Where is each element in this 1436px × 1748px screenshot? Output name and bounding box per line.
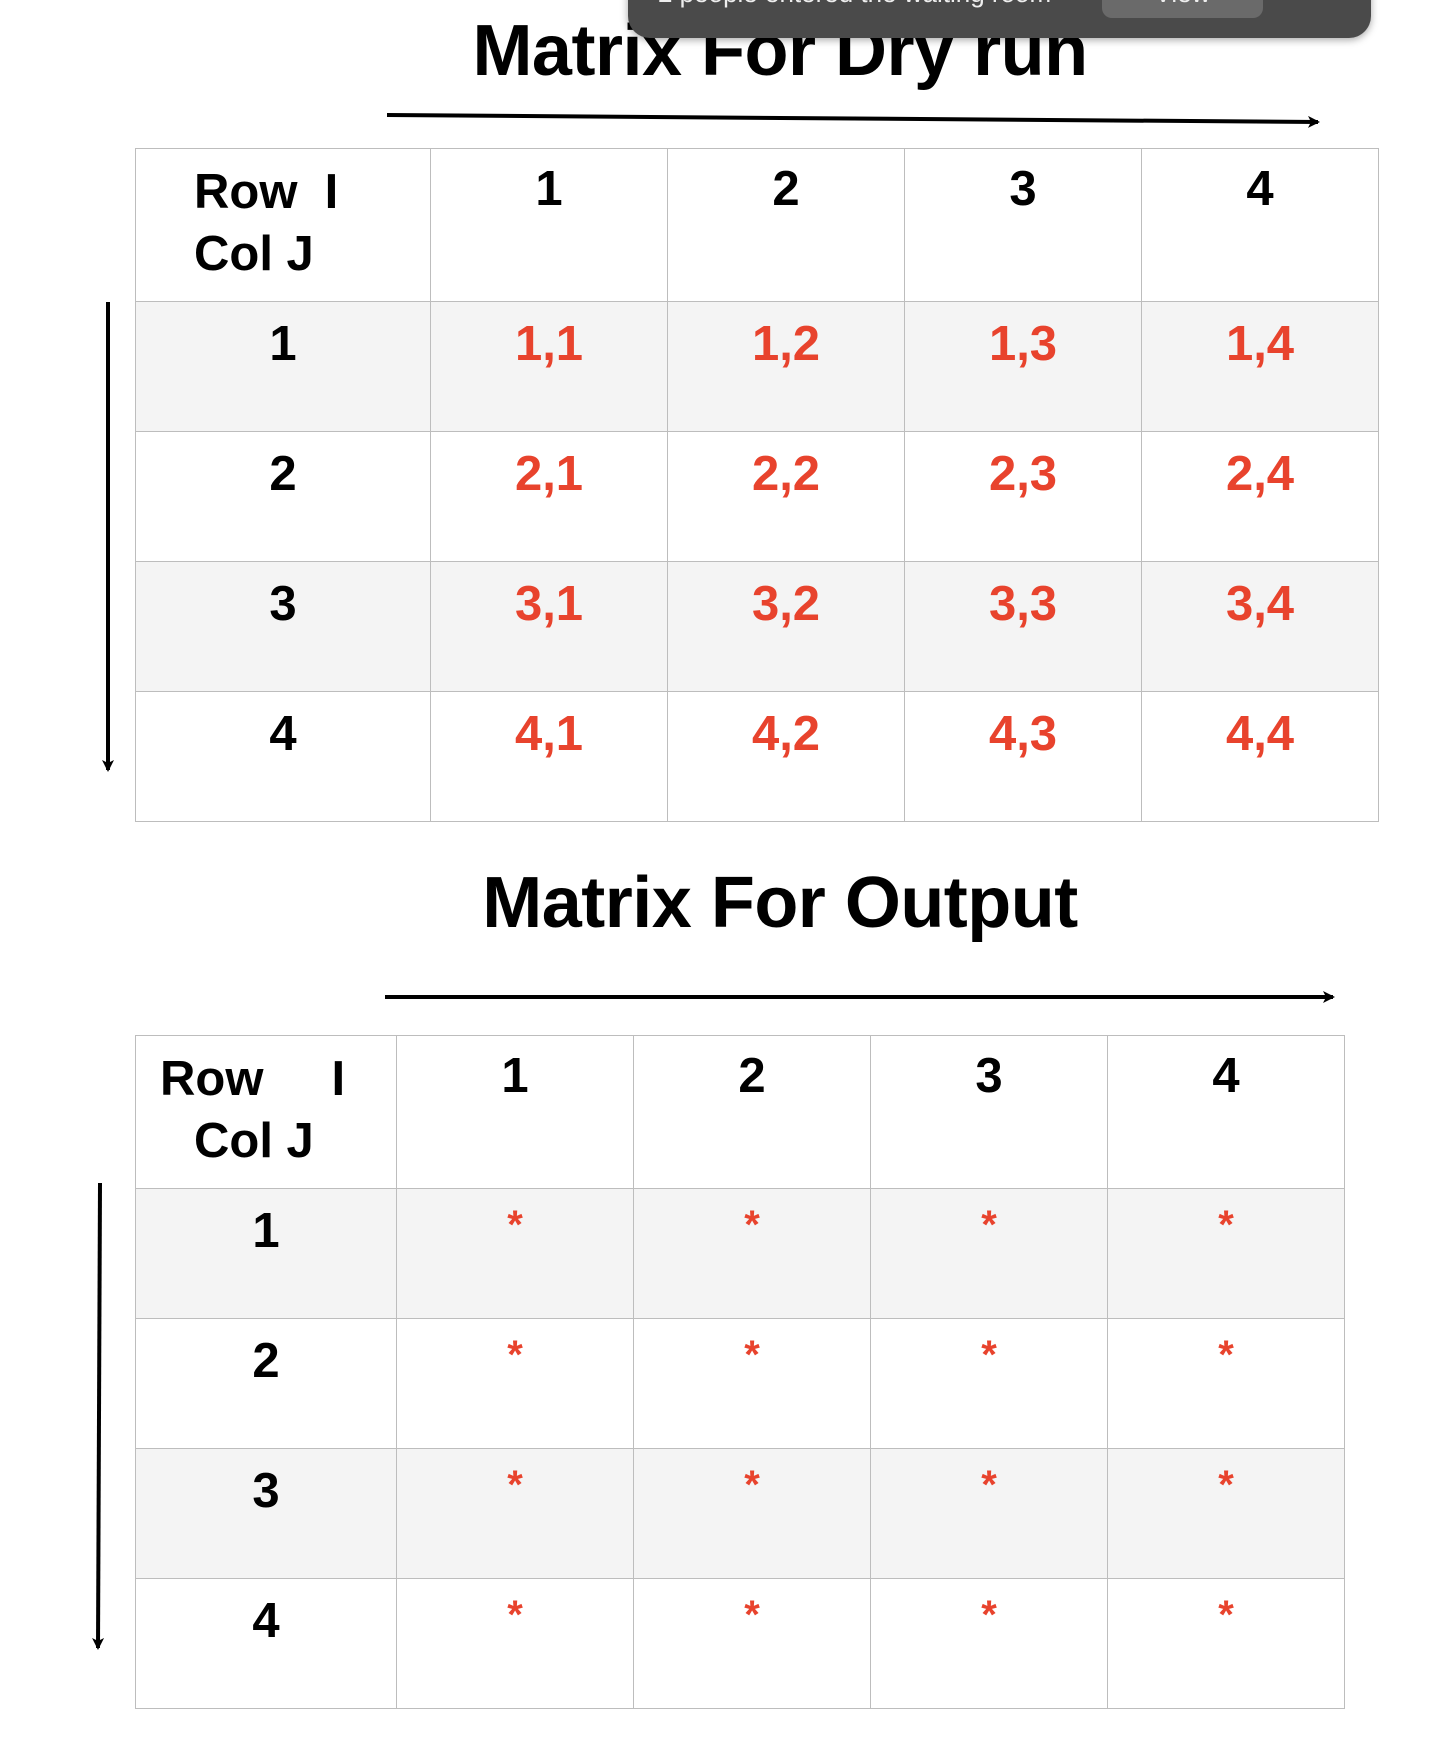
row-header: 2 — [135, 431, 431, 562]
matrix-cell: 3,3 — [904, 561, 1142, 692]
star-cell: * — [633, 1578, 871, 1709]
star-cell: * — [396, 1578, 634, 1709]
star-cell: * — [633, 1318, 871, 1449]
matrix-cell: 4,2 — [667, 691, 905, 822]
matrix-cell: 1,2 — [667, 301, 905, 432]
star-cell: * — [1107, 1448, 1345, 1579]
row-header: 1 — [135, 1188, 397, 1319]
output-title: Matrix For Output — [482, 863, 1078, 943]
row-header: 1 — [135, 301, 431, 432]
col-j-label: Col J — [194, 1114, 314, 1168]
dry-run-matrix: Row I Col J 1 2 3 4 1 1,1 1,2 1,3 1,4 2 … — [135, 148, 1379, 822]
col-header: 3 — [904, 148, 1142, 302]
dry-column-arrow — [386, 113, 1320, 128]
corner-cell: Row I Col J — [135, 1035, 397, 1189]
view-button[interactable]: View — [1102, 0, 1263, 18]
waiting-room-notification: 2 people entered the waiting room View × — [628, 0, 1371, 38]
star-cell: * — [870, 1318, 1108, 1449]
matrix-cell: 2,1 — [430, 431, 668, 562]
col-header: 4 — [1107, 1035, 1345, 1189]
star-cell: * — [870, 1188, 1108, 1319]
matrix-cell: 3,1 — [430, 561, 668, 692]
star-cell: * — [870, 1448, 1108, 1579]
star-cell: * — [1107, 1188, 1345, 1319]
corner-cell: Row I Col J — [135, 148, 431, 302]
star-cell: * — [633, 1188, 871, 1319]
row-header: 4 — [135, 691, 431, 822]
matrix-cell: 4,4 — [1141, 691, 1379, 822]
star-cell: * — [633, 1448, 871, 1579]
matrix-cell: 4,3 — [904, 691, 1142, 822]
output-matrix: Row I Col J 1 2 3 4 1 * * * * 2 * * * * … — [135, 1035, 1345, 1709]
col-header: 3 — [870, 1035, 1108, 1189]
row-i-label: Row I — [194, 165, 339, 219]
close-icon[interactable]: × — [1298, 0, 1338, 10]
matrix-cell: 1,3 — [904, 301, 1142, 432]
star-cell: * — [1107, 1578, 1345, 1709]
row-header: 2 — [135, 1318, 397, 1449]
star-cell: * — [396, 1448, 634, 1579]
star-cell: * — [870, 1578, 1108, 1709]
star-cell: * — [396, 1188, 634, 1319]
matrix-cell: 2,4 — [1141, 431, 1379, 562]
matrix-cell: 3,2 — [667, 561, 905, 692]
col-header: 1 — [430, 148, 668, 302]
matrix-cell: 2,2 — [667, 431, 905, 562]
col-header: 4 — [1141, 148, 1379, 302]
star-cell: * — [396, 1318, 634, 1449]
matrix-cell: 3,4 — [1141, 561, 1379, 692]
col-header: 1 — [396, 1035, 634, 1189]
col-header: 2 — [633, 1035, 871, 1189]
matrix-cell: 4,1 — [430, 691, 668, 822]
row-header: 3 — [135, 1448, 397, 1579]
row-header: 4 — [135, 1578, 397, 1709]
col-j-label: Col J — [194, 227, 314, 281]
matrix-cell: 1,4 — [1141, 301, 1379, 432]
matrix-cell: 1,1 — [430, 301, 668, 432]
output-row-arrow — [92, 1182, 105, 1650]
notification-message: 2 people entered the waiting room — [658, 0, 1051, 6]
row-i-label: Row I — [160, 1052, 346, 1106]
star-cell: * — [1107, 1318, 1345, 1449]
matrix-cell: 2,3 — [904, 431, 1142, 562]
row-header: 3 — [135, 561, 431, 692]
col-header: 2 — [667, 148, 905, 302]
